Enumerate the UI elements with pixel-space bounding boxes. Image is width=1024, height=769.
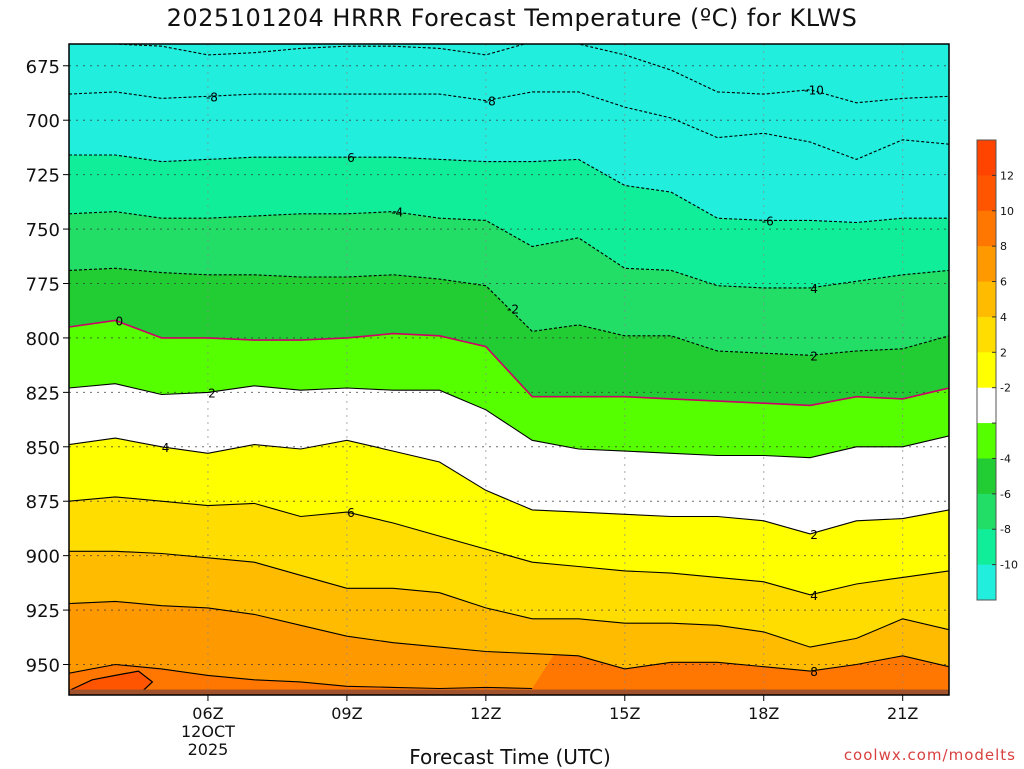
colorbar-label: -8: [1000, 523, 1011, 536]
colorbar-segment: [977, 493, 996, 530]
contour-label: 6: [347, 151, 355, 165]
plot-frame: [68, 43, 950, 696]
colorbar-segment: [977, 140, 996, 176]
x-tick-label: 21Z: [887, 704, 918, 723]
colorbar-segment: [977, 210, 996, 247]
y-tick-label: 675: [26, 57, 60, 78]
y-tick-label: 875: [26, 492, 60, 513]
colorbar-segment: [977, 529, 996, 566]
colorbar-segment: [977, 316, 996, 353]
chart-title: 2025101204 HRRR Forecast Temperature (ºC…: [166, 4, 858, 32]
contour-line: [69, 44, 949, 104]
contour-line: [69, 383, 949, 459]
colorbar-label: 6: [1000, 276, 1007, 289]
y-tick-label: 950: [26, 656, 60, 677]
colorbar-segment: [977, 458, 996, 495]
contour-line: [69, 496, 949, 596]
x-tick-label: 06Z: [192, 704, 223, 723]
contour-label: -8: [484, 95, 496, 109]
contour-line: [69, 267, 949, 356]
y-tick-label: 925: [26, 601, 60, 622]
contour-line: [69, 550, 949, 648]
colorbar-frame: [976, 139, 997, 601]
x-tick-label: 18Z: [748, 704, 779, 723]
contour-label: 0: [115, 315, 123, 329]
colorbar-label: 4: [1000, 311, 1007, 324]
y-tick-label: 850: [26, 438, 60, 459]
band-fill: [69, 44, 949, 103]
colorbar-label: 8: [1000, 240, 1007, 253]
contour-label: -4: [391, 206, 403, 220]
colorbar-label: 10: [1000, 205, 1014, 218]
contour-label: 2: [208, 386, 216, 400]
x-tick-label: 09Z: [331, 704, 362, 723]
colorbar-segment: [977, 387, 996, 424]
colorbar-segment: [977, 423, 996, 459]
contour-label: -2: [507, 303, 519, 317]
contour-label: 4: [810, 282, 818, 296]
contour-line: [69, 319, 949, 407]
contour-line: [69, 211, 949, 289]
y-tick-label: 800: [26, 329, 60, 350]
x-tick-year-label: 2025: [188, 740, 229, 759]
colorbar-label: -10: [1000, 559, 1018, 572]
ground-strip: [69, 689, 949, 695]
colorbar-segment: [977, 281, 996, 318]
colorbar-label: -4: [1000, 452, 1011, 465]
y-tick-label: 725: [26, 166, 60, 187]
contour-line: [69, 663, 533, 690]
colorbar-label: -6: [1000, 488, 1011, 501]
colorbar-label: 12: [1000, 169, 1014, 182]
contour-label: -10: [804, 84, 824, 98]
colorbar-label: -2: [1000, 382, 1011, 395]
colorbar-segment: [977, 352, 996, 389]
colorbar-segment: [977, 246, 996, 283]
y-tick-label: 750: [26, 220, 60, 241]
colorbar-segment: [977, 564, 996, 601]
contour-label: 4: [162, 441, 170, 455]
contour-label: 2: [810, 528, 818, 542]
contour-label: 4: [810, 589, 818, 603]
x-axis-title: Forecast Time (UTC): [409, 745, 611, 769]
contour-label: 2: [810, 349, 818, 363]
contour-label: -6: [762, 214, 774, 228]
y-tick-label: 775: [26, 274, 60, 295]
x-tick-label: 15Z: [609, 704, 640, 723]
contour-label: -8: [206, 90, 218, 104]
x-tick-date-label: 12OCT: [181, 722, 235, 741]
contour-line: [69, 437, 949, 535]
y-tick-label: 900: [26, 547, 60, 568]
plot-area: 8 6 4 4 2 2 0 -2 2 -4 4 6 -6 -8 -8 -10: [69, 44, 949, 695]
colorbar-segment: [977, 175, 996, 212]
contour-line: [69, 91, 949, 160]
x-tick-label: 12Z: [470, 704, 501, 723]
y-tick-label: 700: [26, 111, 60, 132]
contour-line: [69, 600, 949, 672]
colorbar-label: 2: [1000, 346, 1007, 359]
contour-line: [69, 154, 949, 224]
source-credit: coolwx.com/modelts: [843, 746, 1016, 764]
contour-label: 8: [810, 665, 818, 679]
contour-label: 6: [347, 506, 355, 520]
y-tick-label: 825: [26, 383, 60, 404]
